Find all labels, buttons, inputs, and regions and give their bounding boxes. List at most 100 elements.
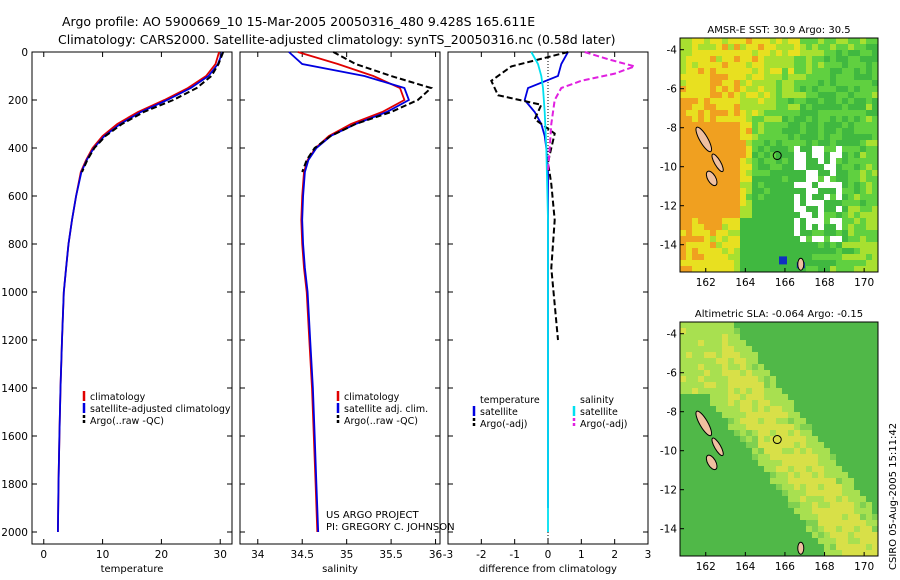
map-cell bbox=[782, 170, 788, 176]
map-cell bbox=[752, 182, 758, 188]
map-cell bbox=[836, 418, 842, 424]
map-cell bbox=[758, 170, 764, 176]
map-cell bbox=[806, 442, 812, 448]
map-cell bbox=[860, 484, 866, 490]
map-cell bbox=[728, 200, 734, 206]
map-cell bbox=[776, 200, 782, 206]
map-cell bbox=[854, 514, 860, 520]
map-cell bbox=[692, 430, 698, 436]
map-cell bbox=[680, 260, 686, 266]
y-tick-label: -12 bbox=[660, 201, 677, 213]
map-cell bbox=[728, 140, 734, 146]
map-cell bbox=[770, 364, 776, 370]
map-cell bbox=[740, 472, 746, 478]
map-cell bbox=[698, 200, 704, 206]
map-cell bbox=[842, 98, 848, 104]
y-tick-label: 1000 bbox=[1, 287, 28, 299]
map-cell bbox=[692, 74, 698, 80]
map-cell bbox=[854, 236, 860, 242]
map-cell bbox=[692, 218, 698, 224]
map-cell bbox=[854, 170, 860, 176]
map-cell bbox=[872, 490, 878, 496]
map-cell bbox=[722, 322, 728, 328]
map-cell bbox=[686, 224, 692, 230]
map-cell bbox=[740, 346, 746, 352]
map-cell bbox=[788, 122, 794, 128]
map-cell bbox=[788, 544, 794, 550]
map-cell bbox=[836, 334, 842, 340]
map-cell bbox=[692, 116, 698, 122]
map-cell bbox=[752, 266, 758, 272]
map-cell bbox=[818, 472, 824, 478]
map-cell bbox=[746, 520, 752, 526]
map-cell bbox=[746, 550, 752, 556]
map-cell bbox=[812, 436, 818, 442]
map-cell bbox=[848, 334, 854, 340]
map-cell bbox=[860, 454, 866, 460]
map-cell bbox=[680, 466, 686, 472]
map-cell bbox=[734, 56, 740, 62]
map-cell bbox=[818, 376, 824, 382]
map-cell bbox=[692, 442, 698, 448]
map-cell bbox=[686, 146, 692, 152]
map-cell bbox=[854, 442, 860, 448]
map-cell bbox=[770, 394, 776, 400]
map-cell bbox=[716, 538, 722, 544]
x-tick-label: 162 bbox=[696, 277, 716, 289]
map-cell bbox=[740, 158, 746, 164]
map-cell bbox=[710, 328, 716, 334]
map-cell bbox=[716, 236, 722, 242]
map-cell bbox=[794, 358, 800, 364]
map-cell bbox=[716, 358, 722, 364]
map-cell bbox=[734, 364, 740, 370]
map-cell bbox=[830, 340, 836, 346]
map-cell bbox=[752, 526, 758, 532]
map-cell bbox=[680, 170, 686, 176]
map-cell bbox=[764, 352, 770, 358]
map-cell bbox=[788, 170, 794, 176]
map-cell bbox=[698, 170, 704, 176]
map-cell bbox=[794, 382, 800, 388]
map-cell bbox=[680, 388, 686, 394]
map-cell bbox=[830, 146, 836, 152]
map-cell bbox=[734, 400, 740, 406]
map-cell bbox=[806, 472, 812, 478]
map-cell bbox=[770, 194, 776, 200]
map-cell bbox=[752, 382, 758, 388]
map-cell bbox=[818, 406, 824, 412]
map-cell bbox=[692, 164, 698, 170]
map-cell bbox=[740, 400, 746, 406]
map-cell bbox=[794, 68, 800, 74]
map-cell bbox=[782, 484, 788, 490]
map-cell bbox=[734, 62, 740, 68]
map-cell bbox=[782, 448, 788, 454]
map-cell bbox=[872, 56, 878, 62]
map-cell bbox=[806, 352, 812, 358]
map-cell bbox=[734, 376, 740, 382]
map-cell bbox=[722, 212, 728, 218]
map-cell bbox=[836, 370, 842, 376]
map-cell bbox=[758, 128, 764, 134]
map-cell bbox=[728, 182, 734, 188]
map-cell bbox=[680, 140, 686, 146]
map-cell bbox=[782, 322, 788, 328]
map-cell bbox=[752, 340, 758, 346]
map-cell bbox=[860, 200, 866, 206]
map-cell bbox=[680, 394, 686, 400]
map-cell bbox=[836, 538, 842, 544]
map-cell bbox=[800, 526, 806, 532]
map-cell bbox=[752, 334, 758, 340]
map-cell bbox=[692, 128, 698, 134]
map-cell bbox=[686, 134, 692, 140]
map-cell bbox=[788, 266, 794, 272]
map-cell bbox=[722, 382, 728, 388]
map-cell bbox=[782, 490, 788, 496]
map-cell bbox=[692, 242, 698, 248]
map-cell bbox=[704, 110, 710, 116]
map-cell bbox=[722, 526, 728, 532]
map-cell bbox=[812, 242, 818, 248]
map-cell bbox=[800, 188, 806, 194]
map-cell bbox=[740, 260, 746, 266]
map-cell bbox=[728, 158, 734, 164]
map-cell bbox=[812, 346, 818, 352]
